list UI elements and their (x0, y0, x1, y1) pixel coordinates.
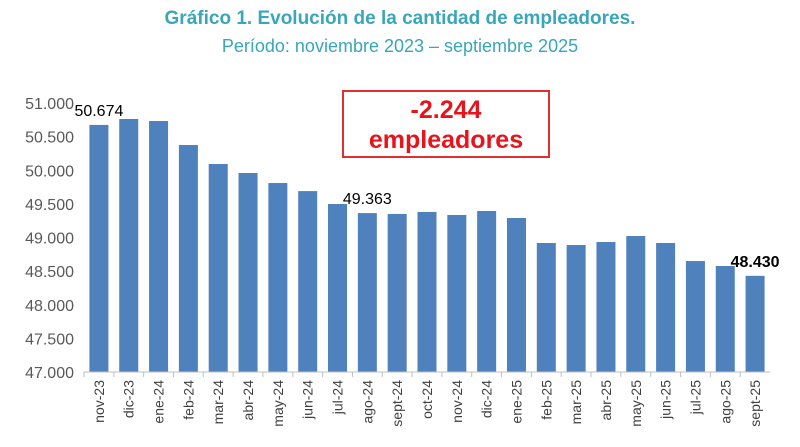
y-tick-label: 47.000 (25, 365, 74, 382)
bar (656, 243, 676, 372)
bar (119, 119, 139, 373)
chart-title: Gráfico 1. Evolución de la cantidad de e… (164, 8, 636, 29)
bar (506, 217, 526, 372)
annotation-box: -2.244 empleadores (342, 90, 550, 158)
data-label: 49.363 (343, 191, 392, 208)
x-tick-label: nov-24 (449, 380, 465, 423)
x-tick-label: dic-23 (121, 380, 137, 418)
y-tick-label: 49.000 (25, 231, 74, 248)
x-tick-label: jun-25 (658, 380, 674, 420)
data-label: 50.674 (74, 103, 123, 120)
annotation-value: -2.244 (410, 96, 482, 124)
y-tick-label: 47.500 (25, 331, 74, 348)
bar (596, 242, 616, 372)
bar (626, 236, 646, 372)
bar (536, 243, 556, 372)
bar (328, 204, 348, 372)
x-tick-label: jun-24 (300, 380, 316, 420)
bar (387, 213, 407, 372)
x-tick-label: ene-24 (151, 380, 167, 424)
x-tick-label: abr-24 (240, 380, 256, 421)
bar (149, 121, 169, 372)
data-label: 48.430 (731, 254, 780, 271)
y-tick-label: 49.500 (25, 197, 74, 214)
bar (745, 275, 765, 372)
x-tick-label: sept-24 (389, 380, 405, 427)
bar (238, 173, 258, 372)
x-tick-label: feb-25 (538, 380, 554, 420)
x-tick-label: feb-24 (180, 380, 196, 420)
x-tick-label: mar-25 (568, 380, 584, 425)
x-tick-label: jul-25 (687, 380, 703, 415)
x-tick-label: may-25 (628, 380, 644, 427)
x-tick-label: ago-24 (359, 380, 375, 424)
x-tick-label: ago-25 (717, 380, 733, 424)
bar (208, 163, 228, 372)
x-tick-label: sept-25 (747, 380, 763, 427)
bar (298, 191, 318, 372)
bar (447, 214, 467, 372)
y-tick-label: 50.500 (25, 130, 74, 147)
x-tick-label: dic-24 (479, 380, 495, 418)
chart-subtitle: Período: noviembre 2023 – septiembre 202… (221, 36, 579, 56)
bar (417, 211, 437, 372)
bar (685, 261, 705, 372)
x-tick-label: nov-23 (91, 380, 107, 423)
x-tick-label: abr-25 (598, 380, 614, 421)
bar (566, 245, 586, 372)
y-tick-label: 50.000 (25, 163, 74, 180)
bar (268, 183, 288, 372)
x-tick-label: mar-24 (210, 380, 226, 425)
x-tick-label: jul-24 (330, 380, 346, 415)
x-tick-label: may-24 (270, 380, 286, 427)
bar (477, 211, 497, 372)
x-tick-label: ene-25 (508, 380, 524, 424)
bar (178, 145, 198, 372)
annotation-label: empleadores (368, 126, 524, 154)
bar (715, 266, 735, 372)
y-tick-label: 48.500 (25, 264, 74, 281)
y-tick-label: 51.000 (25, 96, 74, 113)
x-tick-label: oct-24 (419, 380, 435, 419)
bar (357, 213, 377, 372)
y-tick-label: 48.000 (25, 298, 74, 315)
bar (89, 124, 109, 373)
